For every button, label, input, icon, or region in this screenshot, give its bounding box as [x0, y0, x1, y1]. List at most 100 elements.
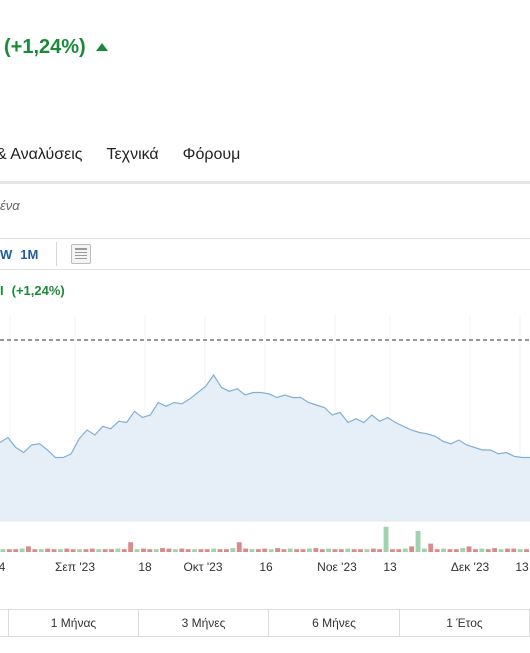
volume-bar [492, 548, 498, 552]
price-change-percent: (+1,24%) [4, 36, 86, 58]
volume-bar [262, 548, 268, 552]
volume-bar [255, 549, 261, 552]
volume-bar [332, 549, 338, 552]
volume-bar [473, 549, 478, 552]
price-line [0, 373, 530, 459]
volume-bar [236, 542, 242, 552]
volume-bar [447, 549, 453, 552]
x-tick-label: Νοε '23 [317, 560, 357, 574]
volume-bar [115, 548, 121, 552]
volume-bar [370, 548, 376, 552]
volume-bar [96, 549, 102, 552]
volume-bar [485, 549, 491, 552]
volume-bar [166, 548, 172, 552]
volume-bar [0, 549, 6, 552]
volume-bar [128, 542, 134, 552]
volume-bar [32, 549, 38, 552]
divider [0, 238, 530, 239]
volume-bar [498, 549, 504, 552]
volume-bar [281, 549, 287, 552]
volume-bar [415, 531, 421, 552]
volume-bar [517, 549, 523, 552]
volume-bar [179, 548, 185, 552]
triangle-up-icon [95, 42, 108, 51]
volume-bar [109, 549, 114, 552]
volume-bar [421, 548, 427, 552]
price-change-header: (+1,24%) [4, 36, 108, 59]
volume-bar [83, 549, 89, 552]
volume-bar [192, 549, 197, 552]
volume-bar [64, 548, 70, 552]
price-area [0, 375, 530, 521]
period-button-6-months[interactable]: 6 Μήνες [268, 610, 399, 636]
x-tick-label: 18 [138, 560, 152, 574]
filter-label: ένα [0, 198, 20, 213]
volume-bar [313, 548, 319, 552]
volume-bar [326, 548, 332, 552]
volume-bar [351, 549, 357, 552]
volume-bar [185, 549, 191, 552]
volume-bar [358, 549, 363, 552]
tab-technical[interactable]: Τεχνικά [106, 146, 159, 163]
x-tick-label: Οκτ '23 [183, 560, 222, 574]
x-tick-label: 16 [259, 560, 273, 574]
volume-bar [524, 549, 529, 552]
volume-bar [51, 549, 57, 552]
volume-bar [160, 548, 165, 552]
volume-bar [511, 548, 517, 552]
divider [0, 269, 530, 270]
volume-bar [249, 549, 255, 552]
volume-bar [211, 548, 217, 552]
volume-bar [102, 549, 108, 552]
volume-bar [141, 548, 146, 552]
volume-bar [204, 549, 210, 552]
volume-bar [134, 549, 140, 552]
period-button-left-edge[interactable] [0, 610, 8, 636]
volume-bar [19, 548, 25, 552]
volume-bar [383, 526, 389, 552]
volume-bar [45, 548, 51, 552]
range-button-week[interactable]: W [0, 246, 13, 262]
tab-analyses[interactable]: & Αναλύσεις [0, 146, 83, 163]
volume-bar [402, 548, 408, 552]
volume-bar [460, 548, 466, 552]
volume-bar [13, 549, 19, 552]
volume-bar [428, 543, 434, 552]
tab-forum[interactable]: Φόρουμ [182, 146, 241, 163]
chart-range-toolbar: W 1M [0, 240, 92, 268]
period-button-3-months[interactable]: 3 Μήνες [138, 610, 268, 636]
period-button-1-month[interactable]: 1 Μήνας [8, 610, 138, 636]
volume-bar [434, 549, 440, 552]
volume-bar [409, 546, 415, 552]
volume-bar [453, 549, 459, 552]
tabs-divider [0, 181, 530, 184]
price-chart[interactable]: 4 Σεπ '23 18 Οκτ '23 16 Νοε '23 13 Δεκ '23 13 [0, 300, 530, 585]
volume-bar [396, 549, 402, 552]
x-tick-label: 13 [383, 560, 397, 574]
toolbar-divider [56, 242, 58, 266]
calendar-icon[interactable] [71, 244, 92, 264]
volume-bar [89, 548, 95, 552]
volume-bar [390, 549, 395, 552]
volume-bar [466, 546, 472, 552]
volume-bar [58, 549, 63, 552]
volume-bar [287, 548, 293, 552]
x-tick-label: Σεπ '23 [55, 560, 95, 574]
volume-bar [153, 549, 159, 552]
x-tick-label: 13 [515, 560, 529, 574]
volume-bar [479, 548, 485, 552]
section-tabs: & Αναλύσεις Τεχνικά Φόρουμ [0, 146, 240, 170]
volume-bar [70, 549, 76, 552]
volume-bar [26, 546, 31, 552]
volume-bars [0, 526, 529, 552]
volume-bar [224, 549, 229, 552]
volume-bar [441, 548, 446, 552]
x-tick-label: Δεκ '23 [451, 560, 490, 574]
volume-bar [319, 549, 325, 552]
volume-bar [338, 549, 344, 552]
period-button-1-year[interactable]: 1 Έτος [399, 610, 529, 636]
range-button-1m[interactable]: 1M [20, 246, 39, 262]
x-tick-label: 4 [0, 560, 6, 574]
volume-bar [268, 549, 274, 552]
volume-bar [275, 548, 280, 552]
